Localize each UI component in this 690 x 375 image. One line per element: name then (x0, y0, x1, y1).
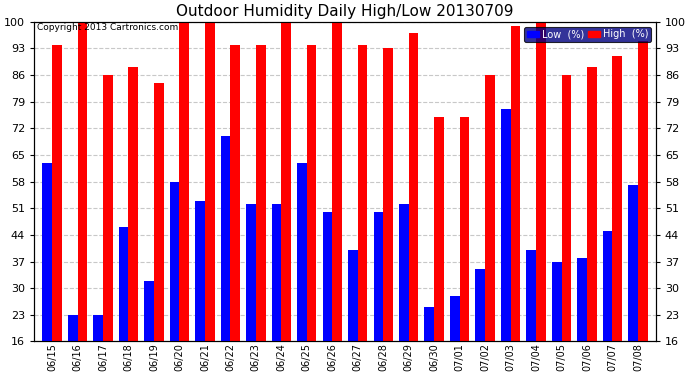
Bar (154, 82, 164, 342)
Bar (297, 162, 307, 342)
Bar (613, 56, 622, 342)
Bar (179, 22, 189, 342)
Bar (333, 22, 342, 342)
Bar (119, 227, 128, 342)
Text: Copyright 2013 Cartronics.com: Copyright 2013 Cartronics.com (37, 23, 179, 32)
Bar (450, 296, 460, 342)
Bar (221, 136, 230, 342)
Bar (93, 315, 103, 342)
Bar (103, 75, 112, 342)
Bar (460, 117, 469, 342)
Bar (434, 117, 444, 342)
Bar (408, 33, 418, 342)
Bar (552, 261, 562, 342)
Bar (256, 45, 266, 342)
Bar (42, 162, 52, 342)
Bar (562, 75, 571, 342)
Bar (323, 212, 333, 342)
Bar (205, 22, 215, 342)
Bar (501, 109, 511, 342)
Bar (526, 250, 536, 342)
Bar (348, 250, 357, 342)
Bar (578, 258, 587, 342)
Bar (77, 22, 87, 342)
Bar (246, 204, 256, 342)
Bar (638, 41, 648, 342)
Legend: Low  (%), High  (%): Low (%), High (%) (524, 27, 651, 42)
Bar (399, 204, 408, 342)
Bar (629, 185, 638, 342)
Bar (373, 212, 383, 342)
Bar (357, 45, 367, 342)
Bar (383, 48, 393, 342)
Bar (170, 182, 179, 342)
Bar (52, 45, 61, 342)
Bar (307, 45, 317, 342)
Bar (128, 68, 138, 342)
Bar (587, 68, 597, 342)
Bar (272, 204, 282, 342)
Bar (485, 75, 495, 342)
Bar (475, 269, 485, 342)
Bar (68, 315, 77, 342)
Bar (282, 22, 291, 342)
Bar (424, 307, 434, 342)
Bar (144, 280, 154, 342)
Bar (511, 26, 520, 342)
Bar (230, 45, 240, 342)
Bar (603, 231, 613, 342)
Bar (536, 22, 546, 342)
Title: Outdoor Humidity Daily High/Low 20130709: Outdoor Humidity Daily High/Low 20130709 (176, 4, 514, 19)
Bar (195, 201, 205, 342)
